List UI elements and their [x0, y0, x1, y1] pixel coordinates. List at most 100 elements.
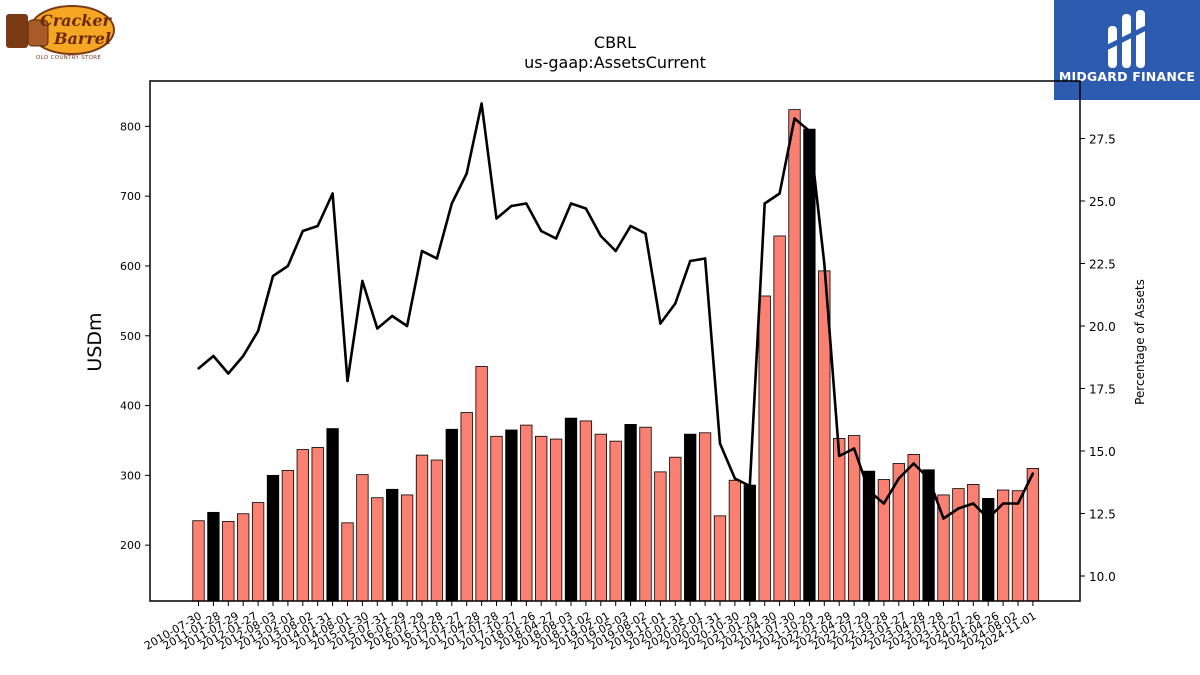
bar — [207, 511, 220, 602]
y-axis-right-label: Percentage of Assets — [1133, 279, 1147, 405]
line-point — [584, 207, 588, 210]
line-point — [227, 372, 230, 375]
right-axis: 10.0 12.5 15.0 17.5 20.0 22.5 25.0 27.5 — [1080, 133, 1116, 584]
line-point — [1016, 502, 1020, 505]
line-point — [1031, 472, 1035, 475]
bar — [251, 502, 265, 602]
bar — [490, 435, 503, 602]
line-point — [510, 204, 513, 208]
y-right-tick-label: 17.5 — [1089, 383, 1116, 397]
line-point — [256, 329, 260, 333]
bar — [296, 449, 309, 602]
bar — [698, 432, 712, 602]
line-point — [197, 367, 200, 370]
left-axis: 200 300 400 500 600 700 800 — [120, 120, 150, 552]
bar — [535, 435, 548, 602]
line-point — [316, 224, 319, 228]
line-point — [852, 447, 856, 450]
line-point — [599, 234, 602, 238]
bar — [341, 522, 354, 602]
line-point — [718, 442, 722, 445]
line-point — [525, 202, 528, 205]
line-point — [212, 354, 215, 358]
line-point — [659, 322, 662, 325]
bar — [356, 474, 369, 602]
y-tick-label: 500 — [120, 330, 141, 343]
y-tick-label: 400 — [120, 400, 141, 413]
ratio-line-layer — [197, 102, 1035, 520]
chart-title: CBRL — [594, 33, 636, 52]
line-point — [703, 257, 707, 260]
y-axis-label: USDm — [84, 312, 106, 371]
line-point — [495, 217, 498, 220]
line-point — [420, 249, 424, 253]
bar — [907, 454, 920, 602]
line-point — [823, 262, 826, 265]
bar — [758, 295, 771, 602]
line-point — [674, 302, 677, 305]
line-point — [361, 279, 364, 283]
bar — [311, 447, 324, 602]
bar — [505, 429, 518, 602]
bar — [669, 456, 682, 602]
bar — [713, 515, 727, 602]
y-right-tick-label: 15.0 — [1089, 445, 1116, 459]
chart-subtitle: us-gaap:AssetsCurrent — [524, 53, 706, 72]
x-axis: 2010-07-302011-01-282011-07-292012-01-27… — [142, 601, 1038, 653]
line-point — [614, 249, 617, 253]
midgard-finance-logo: MIDGARD FINANCE — [1054, 0, 1200, 100]
bar — [445, 428, 458, 602]
line-point — [286, 264, 290, 268]
bar — [520, 424, 533, 602]
y-right-tick-label: 12.5 — [1089, 508, 1116, 522]
bar — [400, 494, 414, 602]
line-point — [271, 274, 275, 278]
line-point — [569, 202, 573, 205]
bar — [222, 521, 235, 602]
line-point — [450, 202, 453, 205]
bar — [639, 426, 652, 602]
bar — [549, 438, 563, 602]
line-point — [867, 489, 871, 493]
bar — [684, 433, 697, 602]
bar — [237, 513, 250, 602]
line-point — [629, 224, 632, 228]
line-point — [301, 229, 304, 233]
svg-text:Barrel: Barrel — [53, 29, 111, 48]
y-tick-label: 200 — [120, 539, 141, 552]
bar — [609, 440, 622, 602]
bar — [475, 366, 488, 602]
line-point — [376, 327, 379, 330]
line-point — [480, 102, 483, 105]
line-point — [331, 192, 334, 195]
bar — [281, 470, 295, 602]
svg-text:Cracker: Cracker — [40, 11, 113, 30]
line-point — [838, 454, 841, 458]
bar — [624, 424, 637, 602]
bar — [952, 488, 965, 602]
y-right-tick-label: 20.0 — [1089, 320, 1116, 334]
line-point — [748, 484, 751, 488]
line-point — [733, 477, 737, 480]
line-point — [242, 354, 245, 358]
logo-subtitle: OLD COUNTRY STORE — [36, 55, 102, 61]
bar — [326, 428, 339, 602]
bar — [594, 433, 607, 602]
line-point — [793, 117, 796, 120]
line-point — [763, 202, 766, 205]
line-point — [689, 259, 692, 263]
bar — [728, 479, 742, 602]
bar — [803, 128, 816, 602]
line-point — [927, 477, 930, 480]
y-tick-label: 600 — [120, 260, 141, 273]
line-point — [882, 502, 886, 505]
cracker-barrel-logo: Cracker Barrel OLD COUNTRY STORE — [0, 0, 120, 70]
bar — [788, 109, 801, 602]
y-right-tick-label: 22.5 — [1089, 258, 1116, 272]
bar — [579, 420, 593, 602]
line-point — [435, 257, 439, 260]
bar — [564, 417, 578, 602]
line-point — [644, 232, 647, 235]
y-tick-label: 300 — [120, 469, 141, 482]
